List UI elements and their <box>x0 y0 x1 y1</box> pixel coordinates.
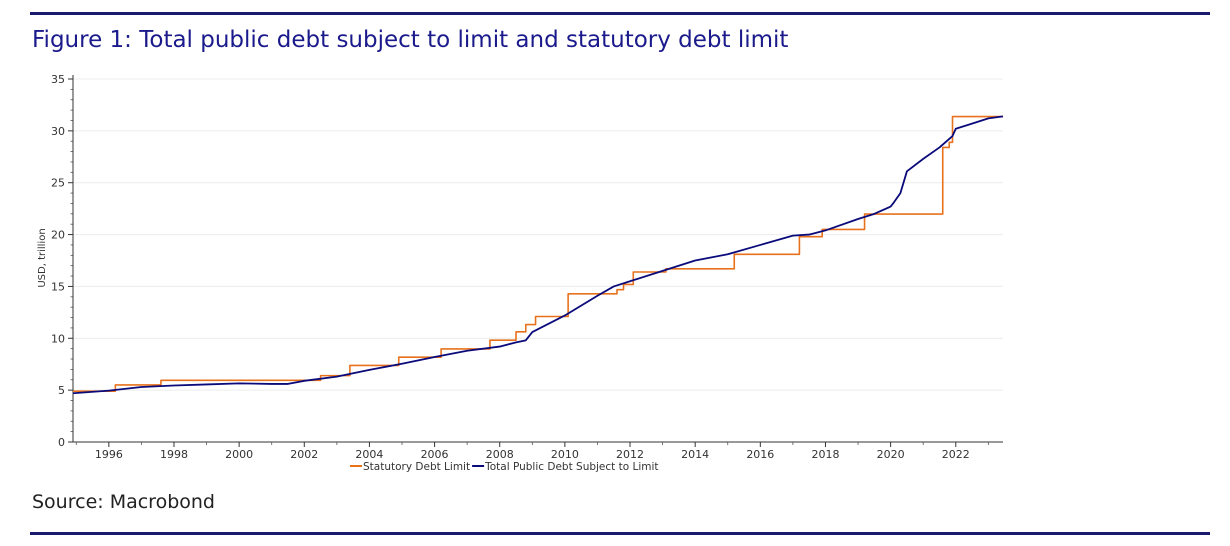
x-tick-label: 2006 <box>421 448 449 461</box>
x-tick-label: 2010 <box>551 448 579 461</box>
debt-line-chart: 0 5 10 15 20 25 30 35 1996 1998 2000 2002 2004 2006 2… <box>37 73 1004 473</box>
x-tick-label: 2016 <box>746 448 774 461</box>
legend-label: Total Public Debt Subject to Limit <box>484 461 658 473</box>
y-tick-labels: 0 5 10 15 20 25 30 35 <box>51 73 65 449</box>
source-note: Source: Macrobond <box>32 491 215 513</box>
y-tick-label: 35 <box>51 73 65 86</box>
legend-label: Statutory Debt Limit <box>363 461 470 473</box>
x-tick-label: 2014 <box>681 448 709 461</box>
y-tick-label: 0 <box>58 436 65 449</box>
x-tick-label: 1998 <box>160 448 188 461</box>
x-tick-label: 2000 <box>225 448 253 461</box>
x-tick-labels: 1996 1998 2000 2002 2004 2006 2008 2010 2012 2014… <box>95 448 970 461</box>
series-line-statutory-limit <box>73 115 1003 392</box>
x-tick-label: 2022 <box>942 448 970 461</box>
axes <box>68 75 1003 447</box>
x-tick-label: 2008 <box>486 448 514 461</box>
series-line-total-debt <box>72 115 1004 395</box>
y-tick-label: 15 <box>51 280 65 293</box>
y-tick-label: 10 <box>51 332 65 345</box>
series-lines <box>72 115 1004 395</box>
figure-title: Figure 1: Total public debt subject to l… <box>32 27 789 53</box>
x-tick-label: 1996 <box>95 448 123 461</box>
legend: Statutory Debt Limit Total Public Debt Su… <box>350 461 659 473</box>
bottom-rule <box>30 532 1210 535</box>
x-tick-label: 2018 <box>811 448 839 461</box>
y-tick-label: 25 <box>51 177 65 190</box>
gridlines <box>73 78 1003 391</box>
x-tick-label: 2012 <box>616 448 644 461</box>
y-tick-label: 20 <box>51 229 65 242</box>
y-axis-label: USD, trillion <box>37 228 48 287</box>
top-rule <box>30 12 1210 15</box>
y-tick-label: 5 <box>58 384 65 397</box>
y-tick-label: 30 <box>51 125 65 138</box>
x-tick-label: 2002 <box>290 448 318 461</box>
x-tick-label: 2020 <box>877 448 905 461</box>
x-tick-label: 2004 <box>355 448 383 461</box>
